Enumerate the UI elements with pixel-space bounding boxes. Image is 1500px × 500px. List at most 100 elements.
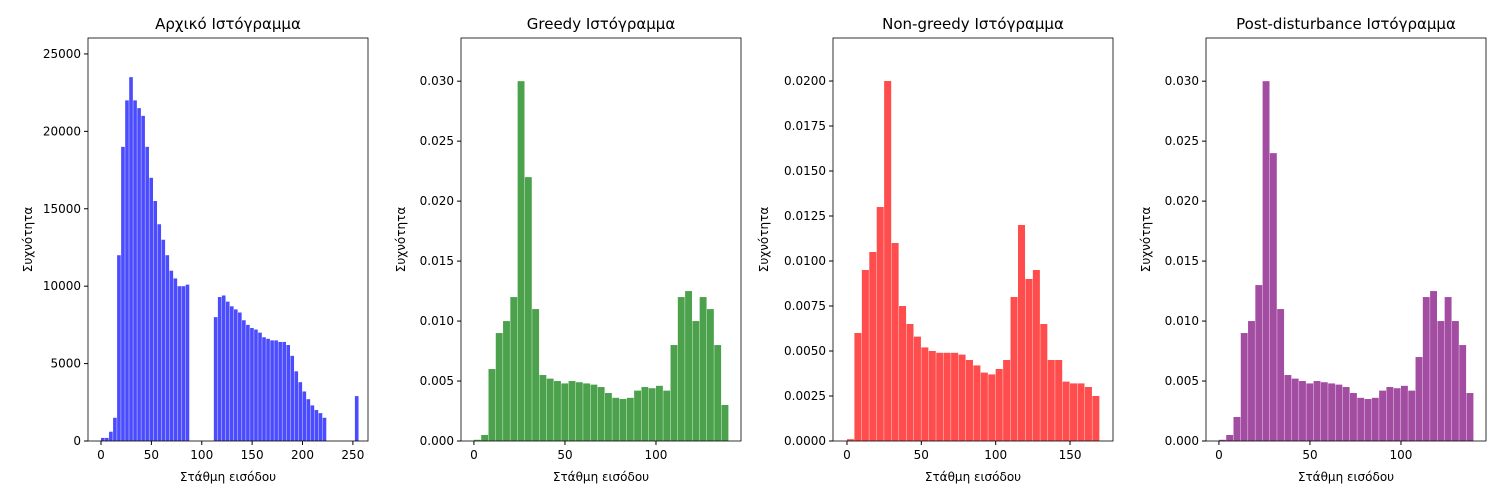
- bar: [145, 146, 149, 441]
- bar: [117, 255, 121, 441]
- y-tick-label: 0.0125: [784, 209, 826, 223]
- x-tick-label: 200: [291, 448, 314, 462]
- x-axis-label: Στάθμη εισόδου: [1298, 470, 1394, 484]
- bar: [1415, 357, 1423, 441]
- y-axis-label: Συχνότητα: [757, 207, 771, 273]
- bar: [597, 387, 605, 441]
- bar: [854, 333, 862, 441]
- y-tick-label: 0.020: [1165, 194, 1199, 208]
- bar: [1400, 385, 1408, 441]
- bar: [1092, 396, 1100, 441]
- bar: [1248, 321, 1255, 441]
- y-tick-label: 5000: [50, 357, 81, 371]
- bar: [951, 352, 959, 441]
- bar: [306, 399, 311, 441]
- bar: [137, 108, 141, 441]
- chart-title: Greedy Ιστόγραμμα: [527, 15, 676, 33]
- bar: [1459, 345, 1467, 441]
- y-tick-label: 0.010: [420, 314, 454, 328]
- bar: [1386, 387, 1394, 441]
- bar: [524, 177, 532, 441]
- bar: [157, 224, 162, 441]
- x-tick-label: 50: [144, 448, 159, 462]
- bar: [246, 324, 250, 441]
- bar: [846, 439, 855, 441]
- bar: [129, 77, 133, 442]
- bar: [1444, 297, 1452, 441]
- bar: [1371, 397, 1379, 441]
- bar: [1379, 390, 1387, 441]
- bar: [554, 381, 561, 441]
- y-tick-label: 0.030: [1165, 74, 1199, 88]
- bar: [109, 431, 113, 441]
- bar: [913, 336, 921, 441]
- bar: [177, 286, 182, 441]
- axes-frame: [1205, 37, 1487, 442]
- bar: [1047, 360, 1055, 441]
- bar: [270, 340, 274, 441]
- bar: [517, 81, 525, 441]
- y-tick-label: 0.010: [1165, 314, 1199, 328]
- x-tick-label: 100: [645, 448, 668, 462]
- y-tick-label: 0.025: [1165, 134, 1199, 148]
- bar: [1032, 270, 1040, 441]
- y-tick-label: 0.020: [420, 194, 454, 208]
- bar: [165, 255, 170, 441]
- bar: [958, 354, 966, 441]
- bar: [1277, 309, 1285, 441]
- bar: [181, 286, 186, 441]
- bar: [133, 100, 137, 441]
- bar: [1451, 321, 1459, 441]
- x-axis-label: Στάθμη εισόδου: [925, 470, 1021, 484]
- bar: [495, 333, 503, 441]
- bar: [943, 352, 951, 441]
- y-tick-label: 25000: [43, 47, 81, 61]
- bar: [488, 369, 496, 441]
- bar: [539, 375, 547, 441]
- bar: [532, 309, 540, 441]
- bar: [685, 291, 692, 441]
- bar: [254, 329, 258, 441]
- bar: [663, 390, 671, 441]
- bar: [100, 437, 105, 441]
- bar: [274, 340, 278, 441]
- x-tick-label: 150: [241, 448, 264, 462]
- x-tick-label: 0: [470, 448, 478, 462]
- bar: [1017, 225, 1026, 441]
- bar: [921, 347, 929, 441]
- bar: [1313, 381, 1321, 441]
- bar: [583, 383, 591, 441]
- bar: [699, 297, 707, 441]
- bar: [1306, 383, 1314, 441]
- bar: [1342, 387, 1350, 441]
- bar: [310, 405, 315, 441]
- bar: [141, 115, 145, 441]
- bar: [1299, 381, 1306, 441]
- x-tick-label: 0: [843, 448, 851, 462]
- y-tick-label: 0.0075: [784, 299, 826, 313]
- bar: [290, 355, 295, 441]
- bar: [125, 100, 129, 441]
- bar: [973, 365, 981, 441]
- bar: [876, 207, 884, 441]
- bar: [1437, 321, 1445, 441]
- x-tick-label: 50: [914, 448, 929, 462]
- bar: [1269, 153, 1277, 441]
- y-tick-label: 0.0150: [784, 164, 826, 178]
- bar: [612, 397, 620, 441]
- bar: [262, 337, 266, 441]
- bar: [510, 297, 518, 441]
- bar: [1226, 435, 1234, 441]
- bar: [648, 388, 656, 441]
- bar: [473, 439, 481, 441]
- x-tick-label: 250: [341, 448, 364, 462]
- y-tick-label: 0.015: [420, 254, 454, 268]
- bar: [105, 437, 109, 441]
- bar: [1040, 324, 1048, 441]
- bar: [354, 396, 359, 441]
- bar: [561, 383, 569, 441]
- bar: [173, 278, 178, 441]
- y-tick-label: 0.0100: [784, 254, 826, 268]
- bar: [1357, 397, 1365, 441]
